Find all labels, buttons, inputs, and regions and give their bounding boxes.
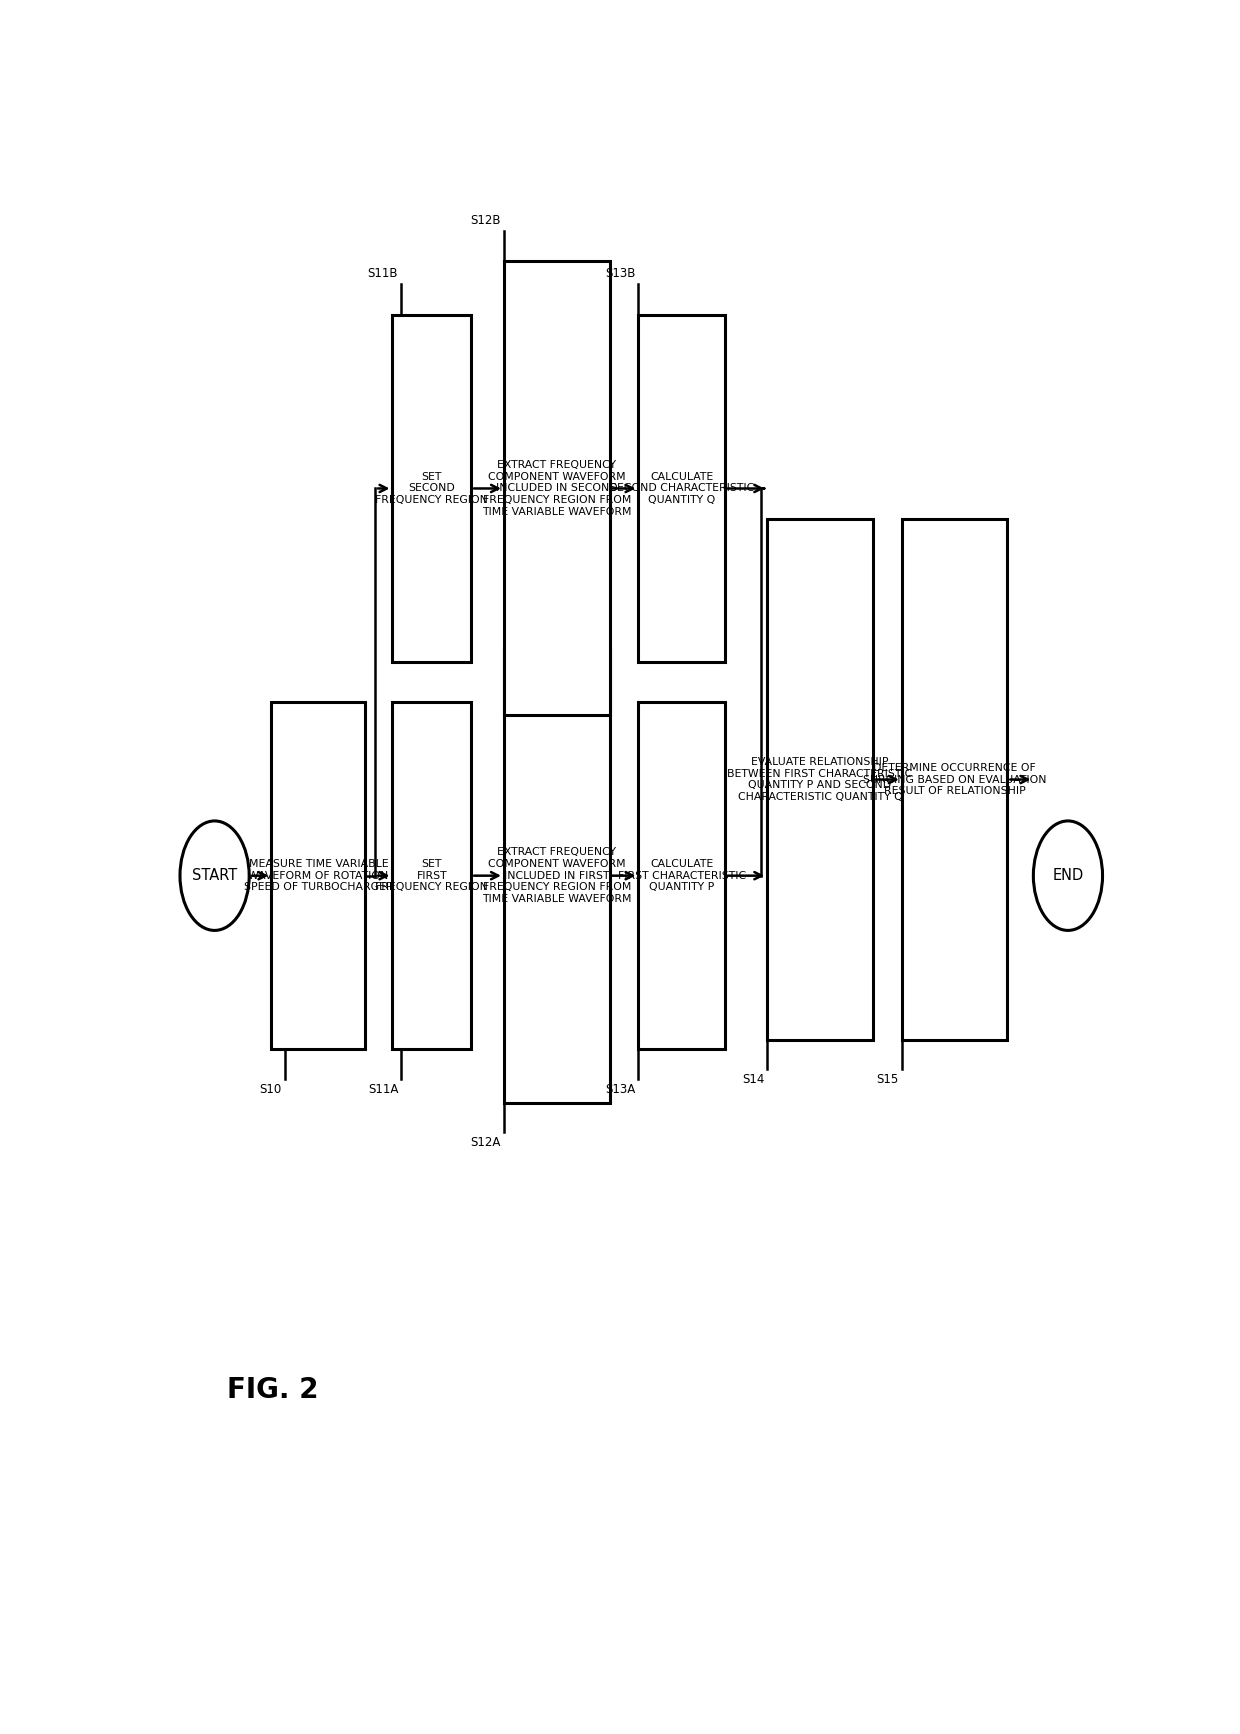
FancyBboxPatch shape — [392, 316, 471, 662]
FancyBboxPatch shape — [768, 518, 873, 1040]
Text: SET
SECOND
FREQUENCY REGION: SET SECOND FREQUENCY REGION — [376, 472, 489, 505]
FancyBboxPatch shape — [392, 702, 471, 1049]
Text: S11A: S11A — [368, 1082, 398, 1096]
FancyBboxPatch shape — [901, 518, 1007, 1040]
FancyBboxPatch shape — [503, 649, 610, 1103]
Text: S11B: S11B — [367, 267, 398, 281]
FancyBboxPatch shape — [503, 262, 610, 716]
Ellipse shape — [1033, 820, 1102, 931]
Text: S13B: S13B — [605, 267, 635, 281]
Text: S12A: S12A — [471, 1136, 501, 1150]
Text: S14: S14 — [742, 1073, 764, 1085]
Text: SET
FIRST
FREQUENCY REGION: SET FIRST FREQUENCY REGION — [376, 858, 489, 893]
Text: EXTRACT FREQUENCY
COMPONENT WAVEFORM
INCLUDED IN SECOND
FREQUENCY REGION FROM
TI: EXTRACT FREQUENCY COMPONENT WAVEFORM INC… — [482, 460, 631, 517]
Text: EVALUATE RELATIONSHIP
BETWEEN FIRST CHARACTERISTIC
QUANTITY P AND SECOND
CHARACT: EVALUATE RELATIONSHIP BETWEEN FIRST CHAR… — [728, 758, 913, 801]
Text: END: END — [1053, 869, 1084, 883]
Text: S13A: S13A — [605, 1082, 635, 1096]
Text: S15: S15 — [877, 1073, 899, 1085]
FancyBboxPatch shape — [272, 702, 366, 1049]
Text: START: START — [192, 869, 237, 883]
Text: CALCULATE
SECOND CHARACTERISTIC
QUANTITY Q: CALCULATE SECOND CHARACTERISTIC QUANTITY… — [610, 472, 754, 505]
Text: DETERMINE OCCURRENCE OF
SURGING BASED ON EVALUATION
RESULT OF RELATIONSHIP: DETERMINE OCCURRENCE OF SURGING BASED ON… — [863, 763, 1047, 796]
Text: CALCULATE
FIRST CHARACTERISTIC
QUANTITY P: CALCULATE FIRST CHARACTERISTIC QUANTITY … — [618, 858, 745, 893]
Text: S10: S10 — [259, 1082, 281, 1096]
FancyBboxPatch shape — [639, 702, 725, 1049]
Ellipse shape — [180, 820, 249, 931]
Text: FIG. 2: FIG. 2 — [227, 1375, 319, 1405]
Text: S12B: S12B — [470, 213, 501, 227]
Text: EXTRACT FREQUENCY
COMPONENT WAVEFORM
INCLUDED IN FIRST
FREQUENCY REGION FROM
TIM: EXTRACT FREQUENCY COMPONENT WAVEFORM INC… — [482, 848, 631, 903]
FancyBboxPatch shape — [639, 316, 725, 662]
Text: MEASURE TIME VARIABLE
WAVEFORM OF ROTATION
SPEED OF TURBOCHARGER: MEASURE TIME VARIABLE WAVEFORM OF ROTATI… — [243, 858, 393, 893]
